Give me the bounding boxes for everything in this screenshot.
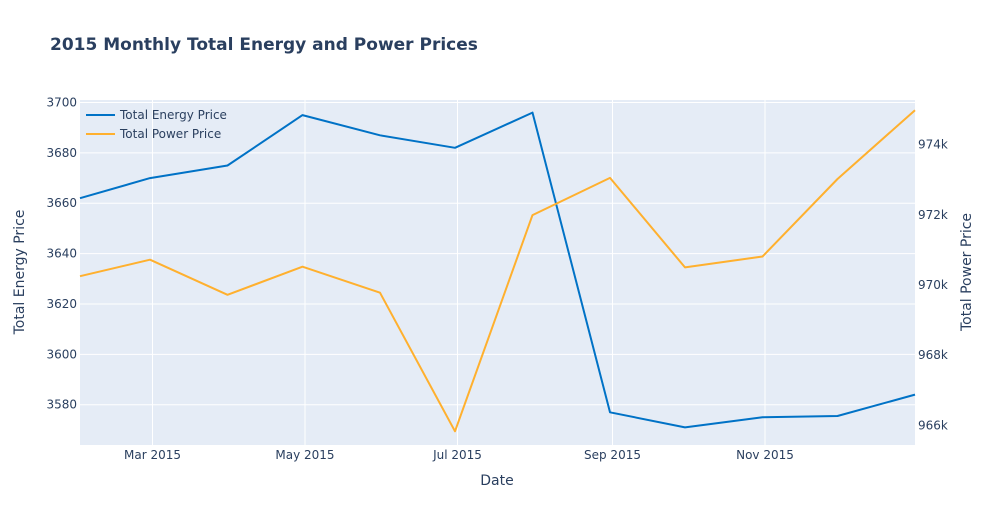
x-axis-title: Date xyxy=(480,473,513,489)
y2-tick-label: 974k xyxy=(918,138,948,152)
plot-area xyxy=(80,100,915,445)
y2-tick-label: 968k xyxy=(918,348,948,362)
x-tick-label: Jul 2015 xyxy=(432,448,482,462)
y-axis-title: Total Energy Price xyxy=(12,210,28,336)
y-tick-label: 3600 xyxy=(46,347,77,361)
legend-item-label: Total Power Price xyxy=(119,127,221,141)
y-tick-label: 3620 xyxy=(46,297,77,311)
x-tick-label: Sep 2015 xyxy=(584,448,641,462)
energy-price-line xyxy=(79,111,916,429)
y2-axis-tick-labels: 966k 968k 970k 972k 974k xyxy=(918,138,948,433)
x-axis-tick-labels: Mar 2015 May 2015 Jul 2015 Sep 2015 Nov 2015 xyxy=(124,448,794,462)
power-price-line xyxy=(79,109,916,433)
y-tick-label: 3640 xyxy=(46,247,77,261)
y2-axis-title: Total Power Price xyxy=(959,213,975,332)
y2-tick-label: 972k xyxy=(918,208,948,222)
y2-tick-label: 970k xyxy=(918,278,948,292)
x-tick-label: Mar 2015 xyxy=(124,448,181,462)
y-gridlines xyxy=(80,102,915,406)
chart-title: 2015 Monthly Total Energy and Power Pric… xyxy=(50,35,478,55)
x-gridlines xyxy=(152,100,766,445)
y-tick-label: 3680 xyxy=(46,146,77,160)
y-tick-label: 3700 xyxy=(46,96,77,110)
y-tick-label: 3580 xyxy=(46,398,77,412)
series-lines xyxy=(79,109,916,433)
y-axis-tick-labels: 3580 3600 3620 3640 3660 3680 3700 xyxy=(46,96,77,412)
y2-tick-label: 966k xyxy=(918,418,948,432)
legend-item-label: Total Energy Price xyxy=(119,108,227,122)
x-tick-label: Nov 2015 xyxy=(736,448,794,462)
legend[interactable]: Total Energy Price Total Power Price xyxy=(86,108,227,141)
y-tick-label: 3660 xyxy=(46,196,77,210)
x-tick-label: May 2015 xyxy=(275,448,334,462)
